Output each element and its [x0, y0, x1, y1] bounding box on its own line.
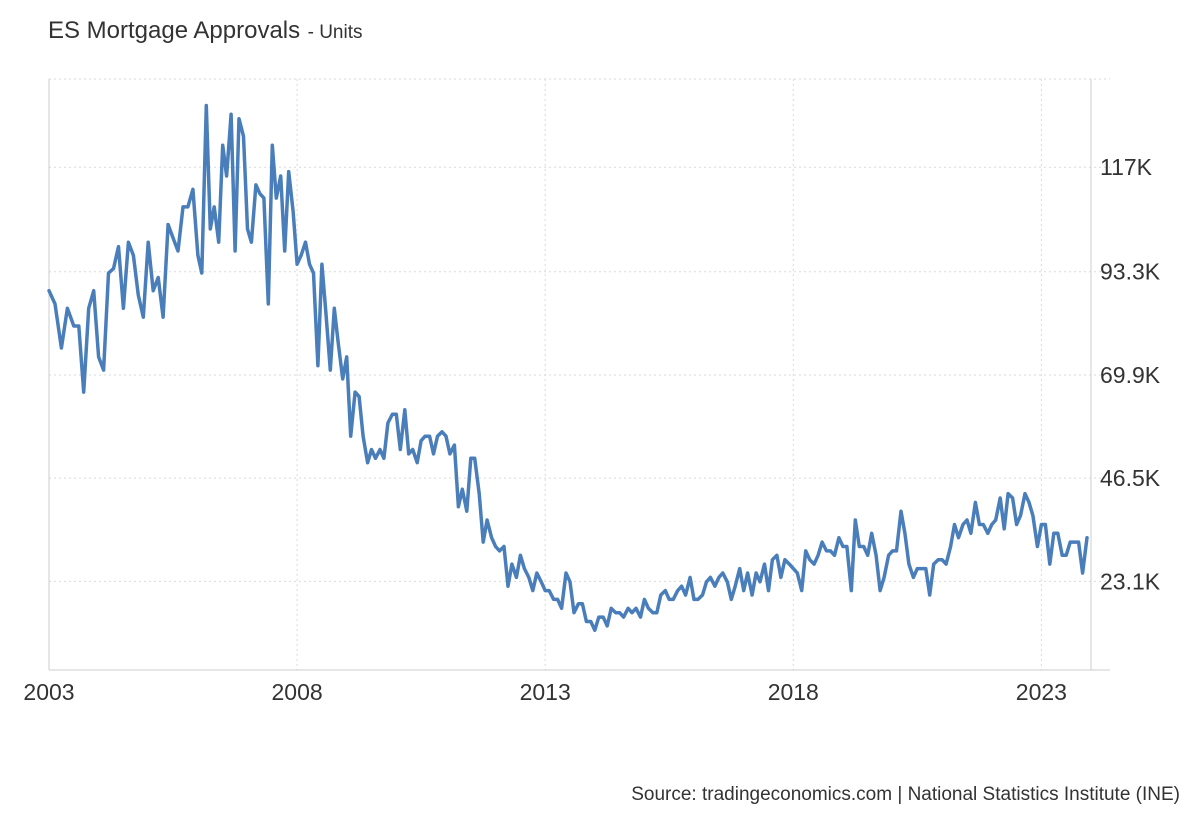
x-tick-label: 2008 [272, 679, 323, 705]
chart-unit-label: - Units [307, 22, 363, 43]
axes [48, 79, 1110, 671]
source-note: Source: tradingeconomics.com | National … [631, 784, 1180, 805]
x-tick-label: 2013 [520, 679, 571, 705]
y-tick-label: 69.9K [1100, 362, 1161, 388]
tick-labels: 23.1K 46.5K 69.9K 93.3K 117K 2003 2008 2013 2018… [23, 154, 1160, 705]
x-tick-label: 2023 [1016, 679, 1067, 705]
chart-title: ES Mortgage Approvals - Units [48, 17, 363, 45]
x-tick-label: 2018 [768, 679, 819, 705]
y-tick-label: 23.1K [1100, 568, 1161, 594]
y-tick-label: 93.3K [1100, 259, 1161, 285]
series-group [47, 103, 1089, 633]
series-line-0 [47, 103, 1089, 633]
y-tick-label: 46.5K [1100, 465, 1161, 491]
x-tick-label: 2003 [23, 679, 74, 705]
y-tick-label: 117K [1100, 154, 1153, 180]
chart-title-text: ES Mortgage Approvals [48, 17, 301, 44]
